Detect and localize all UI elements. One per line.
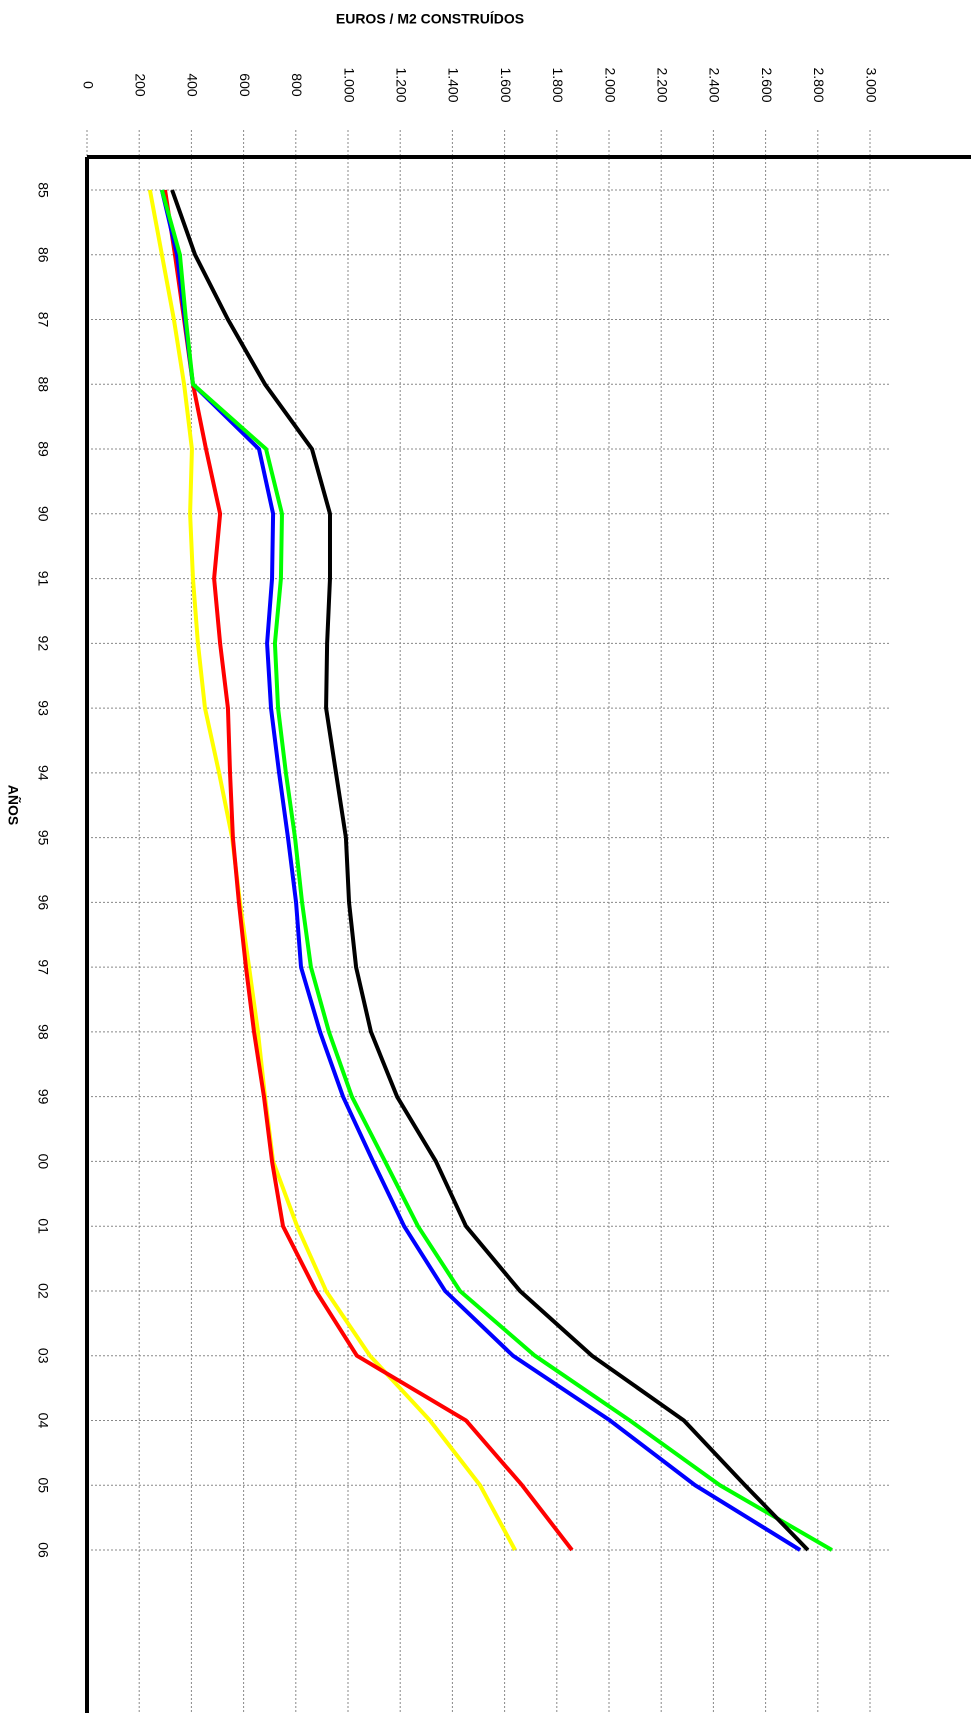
- x-tick-label: 05: [35, 1477, 51, 1493]
- x-tick-label: 01: [35, 1218, 51, 1234]
- x-tick-label: 94: [35, 765, 51, 781]
- x-tick-label: 86: [35, 247, 51, 263]
- y-tick-label: 3.000: [863, 67, 879, 102]
- y-tick-label: 800: [289, 73, 305, 97]
- y-tick-label: 2.400: [707, 67, 723, 102]
- x-tick-label: 89: [35, 441, 51, 457]
- y-tick-label: 2.200: [654, 67, 670, 102]
- x-tick-label: 92: [35, 636, 51, 652]
- y-tick-label: 2.800: [811, 67, 827, 102]
- x-tick-label: 93: [35, 700, 51, 716]
- x-tick-label: 97: [35, 959, 51, 975]
- y-tick-label: 0: [80, 81, 96, 89]
- y-tick-label: 600: [237, 73, 253, 97]
- y-tick-label: 1.800: [550, 67, 566, 102]
- x-axis-label: AÑOS: [5, 785, 22, 825]
- series-line: [170, 189, 810, 1552]
- y-tick-label: 1.000: [341, 67, 357, 102]
- x-tick-label: 00: [35, 1154, 51, 1170]
- x-tick-label: 04: [35, 1413, 51, 1429]
- x-tick-label: 91: [35, 571, 51, 587]
- series-line: [163, 189, 574, 1552]
- y-tick-label: 2.000: [602, 67, 618, 102]
- x-tick-label: 90: [35, 506, 51, 522]
- chart-title: EUROS / M2 CONSTRUÍDOS: [336, 11, 524, 27]
- x-tick-label: 95: [35, 830, 51, 846]
- x-tick-label: 87: [35, 312, 51, 328]
- y-tick-label: 1.200: [393, 67, 409, 102]
- series-line: [159, 189, 833, 1552]
- x-tick-label: 99: [35, 1089, 51, 1105]
- x-tick-label: 88: [35, 376, 51, 392]
- series-line: [159, 189, 802, 1552]
- x-tick-label: 85: [35, 182, 51, 198]
- x-tick-label: 96: [35, 895, 51, 911]
- x-tick-label: 03: [35, 1348, 51, 1364]
- y-tick-label: 1.400: [446, 67, 462, 102]
- y-tick-label: 1.600: [498, 67, 514, 102]
- x-tick-label: 98: [35, 1024, 51, 1040]
- y-tick-label: 2.600: [759, 67, 775, 102]
- x-tick-label: 06: [35, 1542, 51, 1558]
- y-tick-label: 400: [185, 73, 201, 97]
- y-tick-label: 200: [132, 73, 148, 97]
- x-tick-label: 02: [35, 1283, 51, 1299]
